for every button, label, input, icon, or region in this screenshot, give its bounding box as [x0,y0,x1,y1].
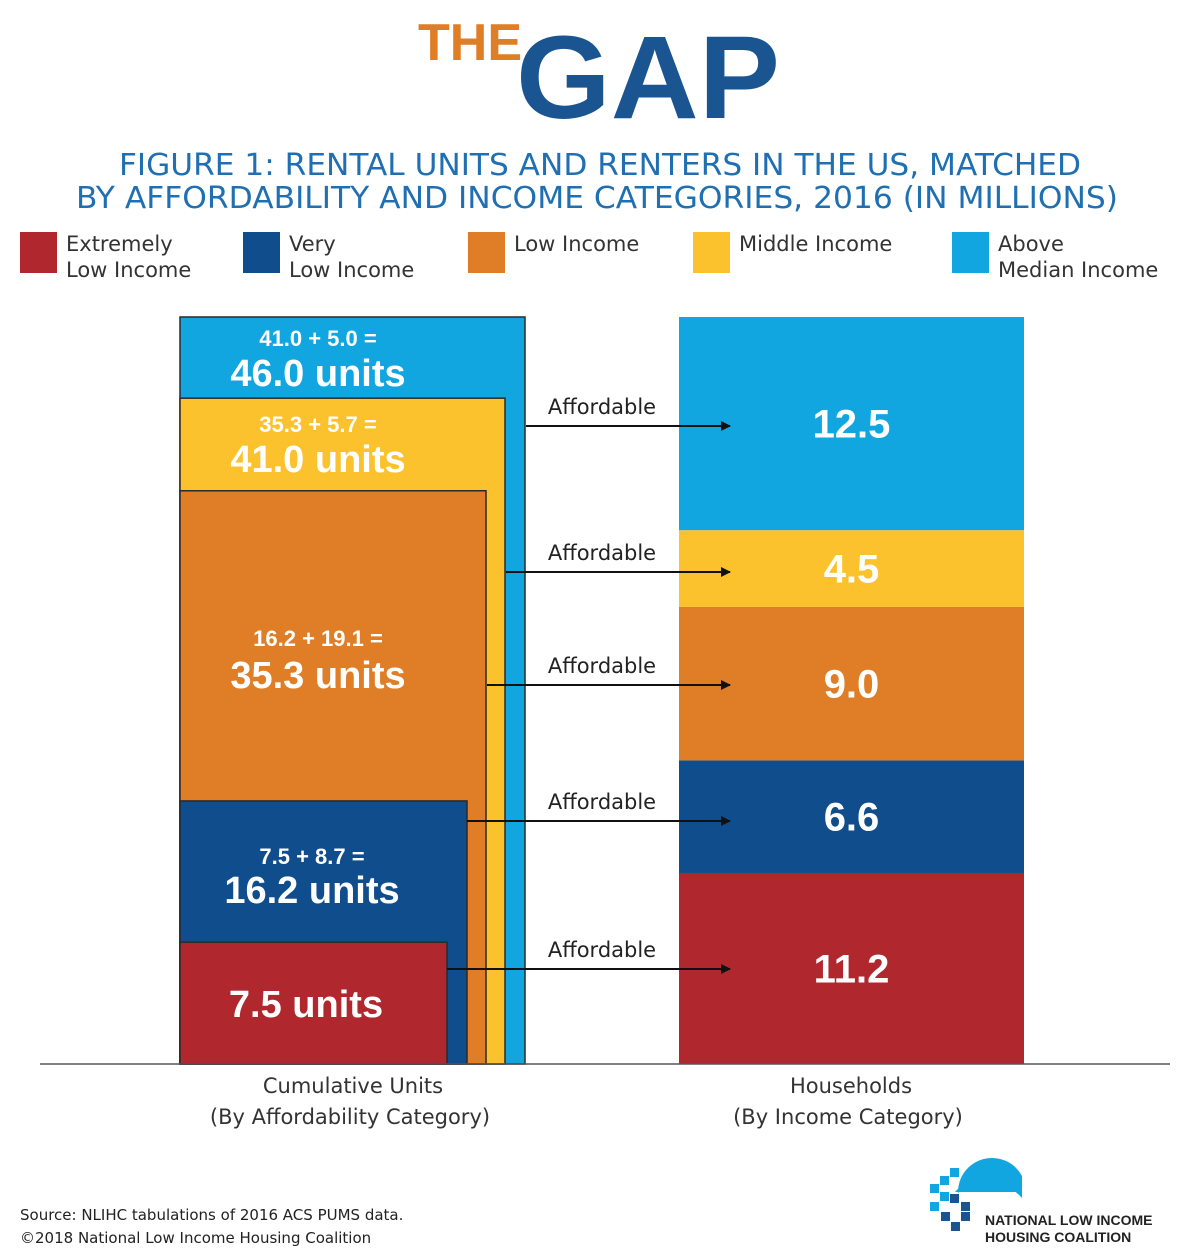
legend-swatch-low [468,232,505,273]
legend-label-very-low-line-2: Low Income [289,258,414,282]
affordable-label-extremely-low: Affordable [548,938,656,962]
household-value-extremely-low: 11.2 [814,947,890,991]
left-axis-label-line-1: Cumulative Units [263,1074,443,1098]
legend-swatch-extremely-low [20,232,57,273]
cumulative-units-labels: 7.5 units 7.5 + 8.7 =16.2 units 16.2 + 19.… [224,326,405,1026]
cumulative-units-bars [179,316,526,1065]
org-name-line-1: NATIONAL LOW INCOME [985,1212,1152,1228]
legend-label-above-median: Above [998,232,1064,256]
legend-label-above-median-line-2: Median Income [998,258,1158,282]
logo-the: THE [418,14,522,72]
right-axis-label-line-2: (By Income Category) [733,1105,963,1129]
legend-label-very-low: Very [289,232,336,256]
affordable-label-low: Affordable [548,654,656,678]
legend-swatch-very-low [243,232,280,273]
figure-title-line-2: BY AFFORDABILITY AND INCOME CATEGORIES, … [76,181,1118,216]
household-value-middle: 4.5 [824,548,880,592]
legend-swatch-above-median [952,232,989,273]
cumulative-total-low: 35.3 units [230,655,405,697]
cumulative-total-above-median: 46.0 units [230,353,405,395]
household-bar-above-median [679,317,1024,531]
left-axis-label-line-2: (By Affordability Category) [210,1105,490,1129]
legend-swatch-middle [693,232,730,273]
cumulative-equation-low: 16.2 + 19.1 = [253,626,383,651]
affordable-label-above-median: Affordable [548,395,656,419]
legend-label-middle: Middle Income [739,232,892,256]
legend-label-extremely-low-line-2: Low Income [66,258,191,282]
affordable-label-middle: Affordable [548,541,656,565]
cumulative-total-middle: 41.0 units [230,439,405,481]
household-value-low: 9.0 [824,663,880,707]
logo-gap: GAP [516,12,780,144]
cumulative-equation-above-median: 41.0 + 5.0 = [259,326,376,351]
right-axis-label-line-1: Households [790,1074,912,1098]
copyright-note: ©2018 National Low Income Housing Coalit… [20,1229,371,1247]
org-name-line-2: HOUSING COALITION [985,1229,1131,1245]
cumulative-total-very-low: 16.2 units [224,870,399,912]
nlihc-logo-icon [930,1157,1022,1231]
source-note: Source: NLIHC tabulations of 2016 ACS PU… [20,1206,403,1224]
affordable-label-very-low: Affordable [548,790,656,814]
household-bar-extremely-low [679,872,1024,1064]
household-bar-middle [679,530,1024,607]
households-bars: 11.2 6.6 9.0 4.5 12.5 [679,317,1024,1064]
cumulative-equation-very-low: 7.5 + 8.7 = [259,844,364,869]
figure-title-line-1: FIGURE 1: RENTAL UNITS AND RENTERS IN TH… [119,148,1081,183]
cumulative-equation-middle: 35.3 + 5.7 = [259,412,376,437]
cumulative-bar-extremely-low [179,941,448,1065]
affordable-connectors: Affordable Affordable Affordable Affordable… [447,395,731,974]
household-value-very-low: 6.6 [824,796,880,840]
cumulative-total-extremely-low: 7.5 units [229,984,383,1026]
legend-label-extremely-low: Extremely [66,232,173,256]
legend-label-low: Low Income [514,232,639,256]
household-bar-low [679,606,1024,761]
household-value-above-median: 12.5 [813,403,891,447]
household-bar-very-low [679,760,1024,873]
